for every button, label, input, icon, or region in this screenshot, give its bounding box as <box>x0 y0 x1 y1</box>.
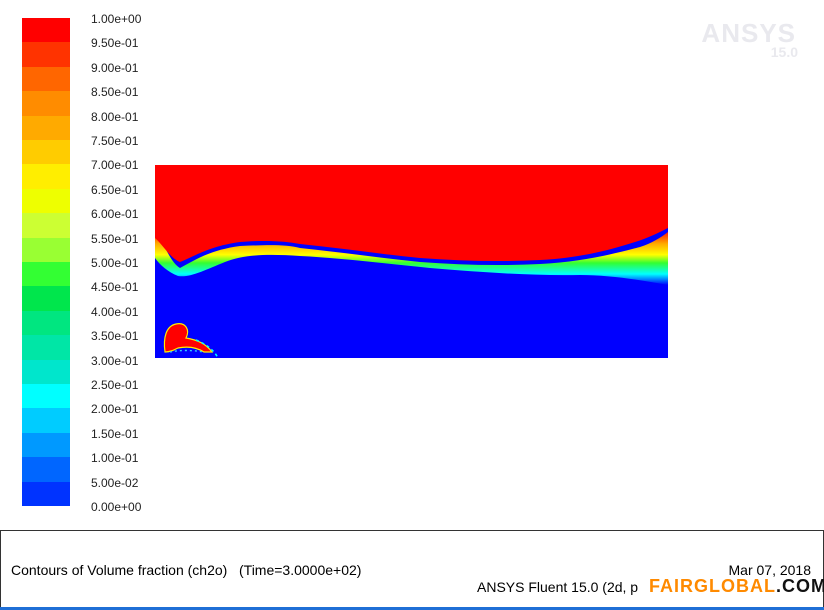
colorbar-tick-label: 5.50e-01 <box>91 231 139 246</box>
site-watermark-badge: FAIRGLOBAL.COM.CN <box>649 576 824 597</box>
colorbar-tick-label: 6.50e-01 <box>91 182 139 197</box>
plot-area: 1.00e+00 9.50e-01 9.00e-01 8.50e-01 8.00e-01… <box>22 12 798 514</box>
watermark-version: 15.0 <box>770 44 798 60</box>
colorbar-cell <box>22 188 70 214</box>
droplet-edge <box>195 339 219 359</box>
colorbar-cell <box>22 42 70 68</box>
caption-panel: Contours of Volume fraction (ch2o) (Time… <box>0 530 824 608</box>
colorbar-tick-label: 4.00e-01 <box>91 304 139 319</box>
colorbar-tick-label: 9.50e-01 <box>91 36 139 51</box>
colorbar-tick-label: 1.50e-01 <box>91 426 139 441</box>
colorbar-cell <box>22 91 70 117</box>
colorbar-cell <box>22 384 70 409</box>
colorbar-cell <box>22 140 70 165</box>
window-bottom-border <box>0 607 824 610</box>
watermark-brand: ANSYS <box>701 18 796 48</box>
colorbar-cell <box>22 310 70 336</box>
colorbar-tick-label: 1.00e+00 <box>91 12 142 26</box>
contour-plot <box>155 165 668 359</box>
colorbar-cell <box>22 432 70 458</box>
colorbar-tick-label: 2.00e-01 <box>91 402 139 417</box>
colorbar-tick-label: 2.50e-01 <box>91 378 139 392</box>
colorbar-cell <box>22 408 70 434</box>
colorbar-cell <box>22 115 70 141</box>
colorbar-tick-label: 8.00e-01 <box>91 109 139 124</box>
site-badge-part-b: .COM.CN <box>776 576 824 596</box>
colorbar-tick-label: 9.00e-01 <box>91 60 139 75</box>
colorbar-tick-label: 0.00e+00 <box>91 500 142 514</box>
colorbar-tick-label: 3.00e-01 <box>91 353 139 368</box>
colorbar-tick-label: 8.50e-01 <box>91 85 139 100</box>
colorbar-cell <box>22 286 70 312</box>
scatter-edge <box>169 349 205 353</box>
plot-caption: Contours of Volume fraction (ch2o) (Time… <box>11 562 362 578</box>
gas-region <box>155 165 668 262</box>
colorbar-tick-label: 1.00e-01 <box>91 451 139 466</box>
colorbar-tick-label: 5.00e-01 <box>91 256 139 270</box>
colorbar-tick-label: 3.50e-01 <box>91 329 139 344</box>
colorbar-cell <box>22 335 70 361</box>
colorbar-cell <box>22 262 70 287</box>
colorbar-cell <box>22 213 70 239</box>
colorbar <box>22 18 70 507</box>
colorbar-cell <box>22 481 70 507</box>
colorbar-cell <box>22 457 70 483</box>
plot-date: Mar 07, 2018 <box>728 562 812 578</box>
colorbar-cell <box>22 237 70 263</box>
interface-band <box>155 230 668 285</box>
colorbar-tick-label: 4.50e-01 <box>91 280 139 295</box>
colorbar-cell <box>22 164 70 190</box>
product-info: ANSYS Fluent 15.0 (2d, p <box>477 579 639 595</box>
colorbar-tick-label: 5.00e-02 <box>91 475 139 490</box>
colorbar-cell <box>22 66 70 92</box>
colorbar-tick-label: 7.00e-01 <box>91 158 139 173</box>
colorbar-cell <box>22 359 70 385</box>
colorbar-tick-label: 6.00e-01 <box>91 207 139 222</box>
site-badge-part-a: FAIRGLOBAL <box>649 576 776 596</box>
colorbar-cell <box>22 18 70 43</box>
colorbar-tick-label: 7.50e-01 <box>91 134 139 148</box>
